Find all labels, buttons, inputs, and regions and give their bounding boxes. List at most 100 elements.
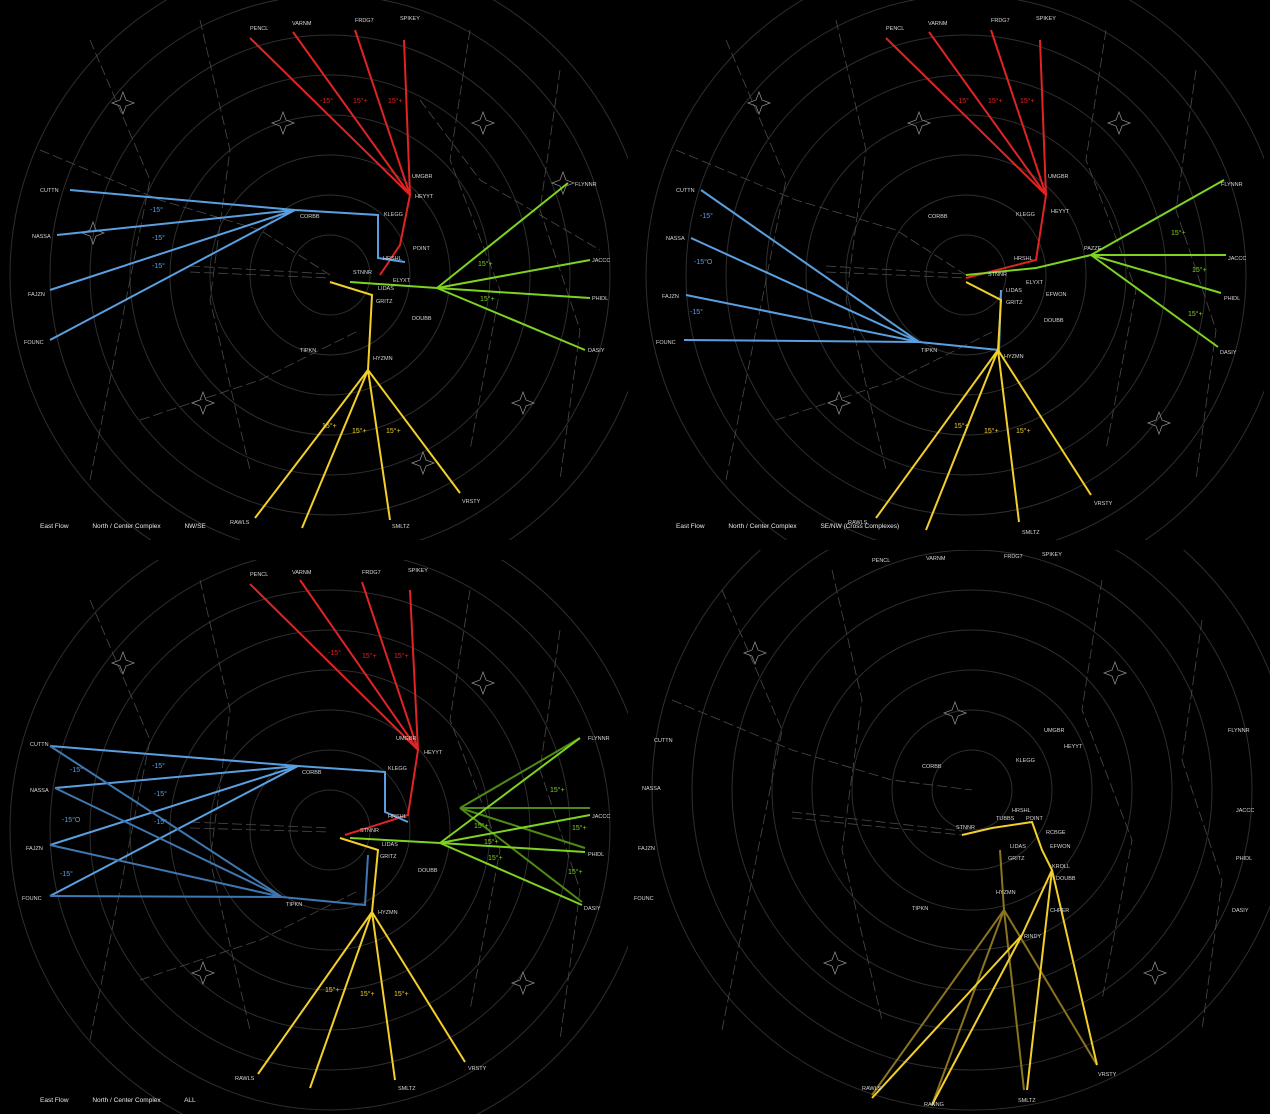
fix-label: CUTTN: [654, 738, 673, 744]
angle-label: -15°: [956, 97, 969, 105]
map-panel-south-detail: PENCL VARNM FRDG7 SPIKEY CUTTN NASSA FAJ…: [632, 550, 1270, 1114]
angle-label: -15°: [152, 262, 165, 270]
fix-label: CORBB: [922, 764, 942, 770]
angle-label: -15°: [152, 762, 165, 770]
angle-label: -15°: [70, 766, 83, 774]
fix-label: FAJZN: [28, 292, 45, 298]
angle-label: 15°+: [480, 295, 495, 303]
angle-label: -15°: [690, 308, 703, 316]
fix-label: GRITZ: [380, 854, 397, 860]
fix-label: RAWLS: [235, 1076, 255, 1082]
angle-label: 15°+: [1171, 229, 1186, 237]
fix-label: VARNM: [926, 556, 946, 562]
angle-label: 15°+: [325, 986, 340, 994]
fix-label: PENCL: [872, 558, 890, 564]
radar-scope: PENCL VARNM FRDG7 SPIKEY CUTTN NASSA FAJ…: [634, 550, 1270, 1111]
radar-scope: PENCL VARNM FRDG7 SPIKEY CUTTN NASSA FAJ…: [9, 560, 628, 1114]
fix-label: DOUBB: [1044, 318, 1064, 324]
airway-lines: [675, 19, 1217, 481]
fix-label: RANNG: [924, 1102, 944, 1108]
fix-label: FRDG7: [1004, 554, 1023, 560]
angle-label: 15°+: [362, 652, 377, 660]
fix-label: HYZMN: [996, 890, 1016, 896]
fix-label: NASSA: [32, 234, 51, 240]
fix-label: CORBB: [302, 770, 322, 776]
fix-label: NASSA: [30, 788, 49, 794]
fix-label: RAWLS: [230, 520, 250, 526]
west-departure-routes: [49, 745, 409, 897]
fix-label: FAJZN: [26, 846, 43, 852]
angle-label: -15°: [328, 649, 341, 657]
fix-labels: PENCL VARNM FRDG7 SPIKEY CUTTN NASSA FAJ…: [24, 16, 610, 530]
fix-label: HRSHL: [383, 256, 402, 262]
fix-label: DASIY: [588, 348, 605, 354]
fix-label: TIPKN: [300, 348, 316, 354]
fix-labels: PENCL VARNM FRDG7 SPIKEY CUTTN NASSA FAJ…: [656, 16, 1246, 536]
east-departure-routes: [349, 737, 591, 906]
fix-label: FAJZN: [662, 294, 679, 300]
angle-label: 15°+: [550, 786, 565, 794]
fix-label: VRSTY: [468, 1066, 487, 1072]
angle-label: -15°: [154, 790, 167, 798]
fix-label: UMGBR: [1048, 174, 1069, 180]
angle-label: 15°+: [322, 422, 337, 430]
fix-label: DOUBB: [412, 316, 432, 322]
fix-label: CHPER: [1050, 908, 1069, 914]
fix-label: DASIY: [1232, 908, 1249, 914]
fix-label: EFWON: [1050, 844, 1070, 850]
fix-label: PENCL: [250, 26, 268, 32]
fix-label: FOUNC: [634, 896, 654, 902]
airway-lines: [89, 579, 581, 1041]
fix-label: CUTTN: [30, 742, 49, 748]
fix-label: CORBB: [300, 214, 320, 220]
fix-label: SMLTZ: [398, 1086, 416, 1092]
fix-label: SPIKEY: [1042, 552, 1062, 558]
angle-label: 15°+: [572, 824, 587, 832]
angle-label: 15°+: [484, 838, 499, 846]
fix-label: VARNM: [292, 21, 312, 27]
angle-label: -15°O: [62, 816, 81, 824]
angle-label: 15°+: [988, 97, 1003, 105]
east-departure-routes: [349, 182, 591, 351]
fix-label: GRITZ: [376, 299, 393, 305]
fix-label: STNNR: [956, 825, 975, 831]
south-departure-routes: [875, 281, 1092, 531]
angle-label: 15°+: [352, 427, 367, 435]
fix-label: HYZMN: [378, 910, 398, 916]
terrain-stars: [746, 90, 1172, 436]
fix-label: CUTTN: [40, 188, 59, 194]
angle-label: 15°+: [388, 97, 403, 105]
fix-label: EFWON: [1046, 292, 1066, 298]
angle-label: -15°: [152, 234, 165, 242]
fix-label: HEYYT: [1051, 209, 1070, 215]
fix-label: PHIDL: [1224, 296, 1240, 302]
panel-caption: East Flow North / Center Complex SE/NW (…: [676, 523, 921, 530]
fix-label: CUTTN: [676, 188, 695, 194]
climb-angle-labels: -15° 15°+ 15°+ -15° -15°O -15° 15°+ 15°+…: [690, 97, 1207, 435]
fix-label: TIPKN: [286, 902, 302, 908]
angle-label: 15°+: [1016, 427, 1031, 435]
fix-label: KROLL: [1052, 864, 1070, 870]
mode-label: SE/NW (Cross Complexes): [820, 523, 900, 530]
fix-label: HEYYT: [424, 750, 443, 756]
fix-label: FLYNNR: [1221, 182, 1243, 188]
fix-label: NASSA: [642, 786, 661, 792]
fix-label: KLEGG: [384, 212, 403, 218]
map-panel-nw-se: PENCL VARNM FRDG7 SPIKEY CUTTN NASSA FAJ…: [0, 0, 628, 540]
fix-label: VARNM: [928, 21, 948, 27]
fix-label: VRSTY: [1098, 1072, 1117, 1078]
angle-label: -15°: [150, 206, 163, 214]
fix-label: HEYYT: [415, 194, 434, 200]
fix-label: VRSTY: [1094, 501, 1113, 507]
fix-label: GRITZ: [1008, 856, 1025, 862]
angle-label: 15°+: [1020, 97, 1035, 105]
map-panel-all: PENCL VARNM FRDG7 SPIKEY CUTTN NASSA FAJ…: [0, 560, 628, 1114]
fix-label: CORBB: [928, 214, 948, 220]
mode-label: ALL: [184, 1097, 196, 1104]
fix-label: HRSHL: [388, 814, 407, 820]
map-panel-se-nw: PENCL VARNM FRDG7 SPIKEY CUTTN NASSA FAJ…: [636, 0, 1264, 540]
flow-label: East Flow: [676, 523, 705, 530]
angle-label: 15°+: [1188, 310, 1203, 318]
fix-label: DOUBB: [1056, 876, 1076, 882]
west-departure-routes: [683, 189, 1002, 352]
